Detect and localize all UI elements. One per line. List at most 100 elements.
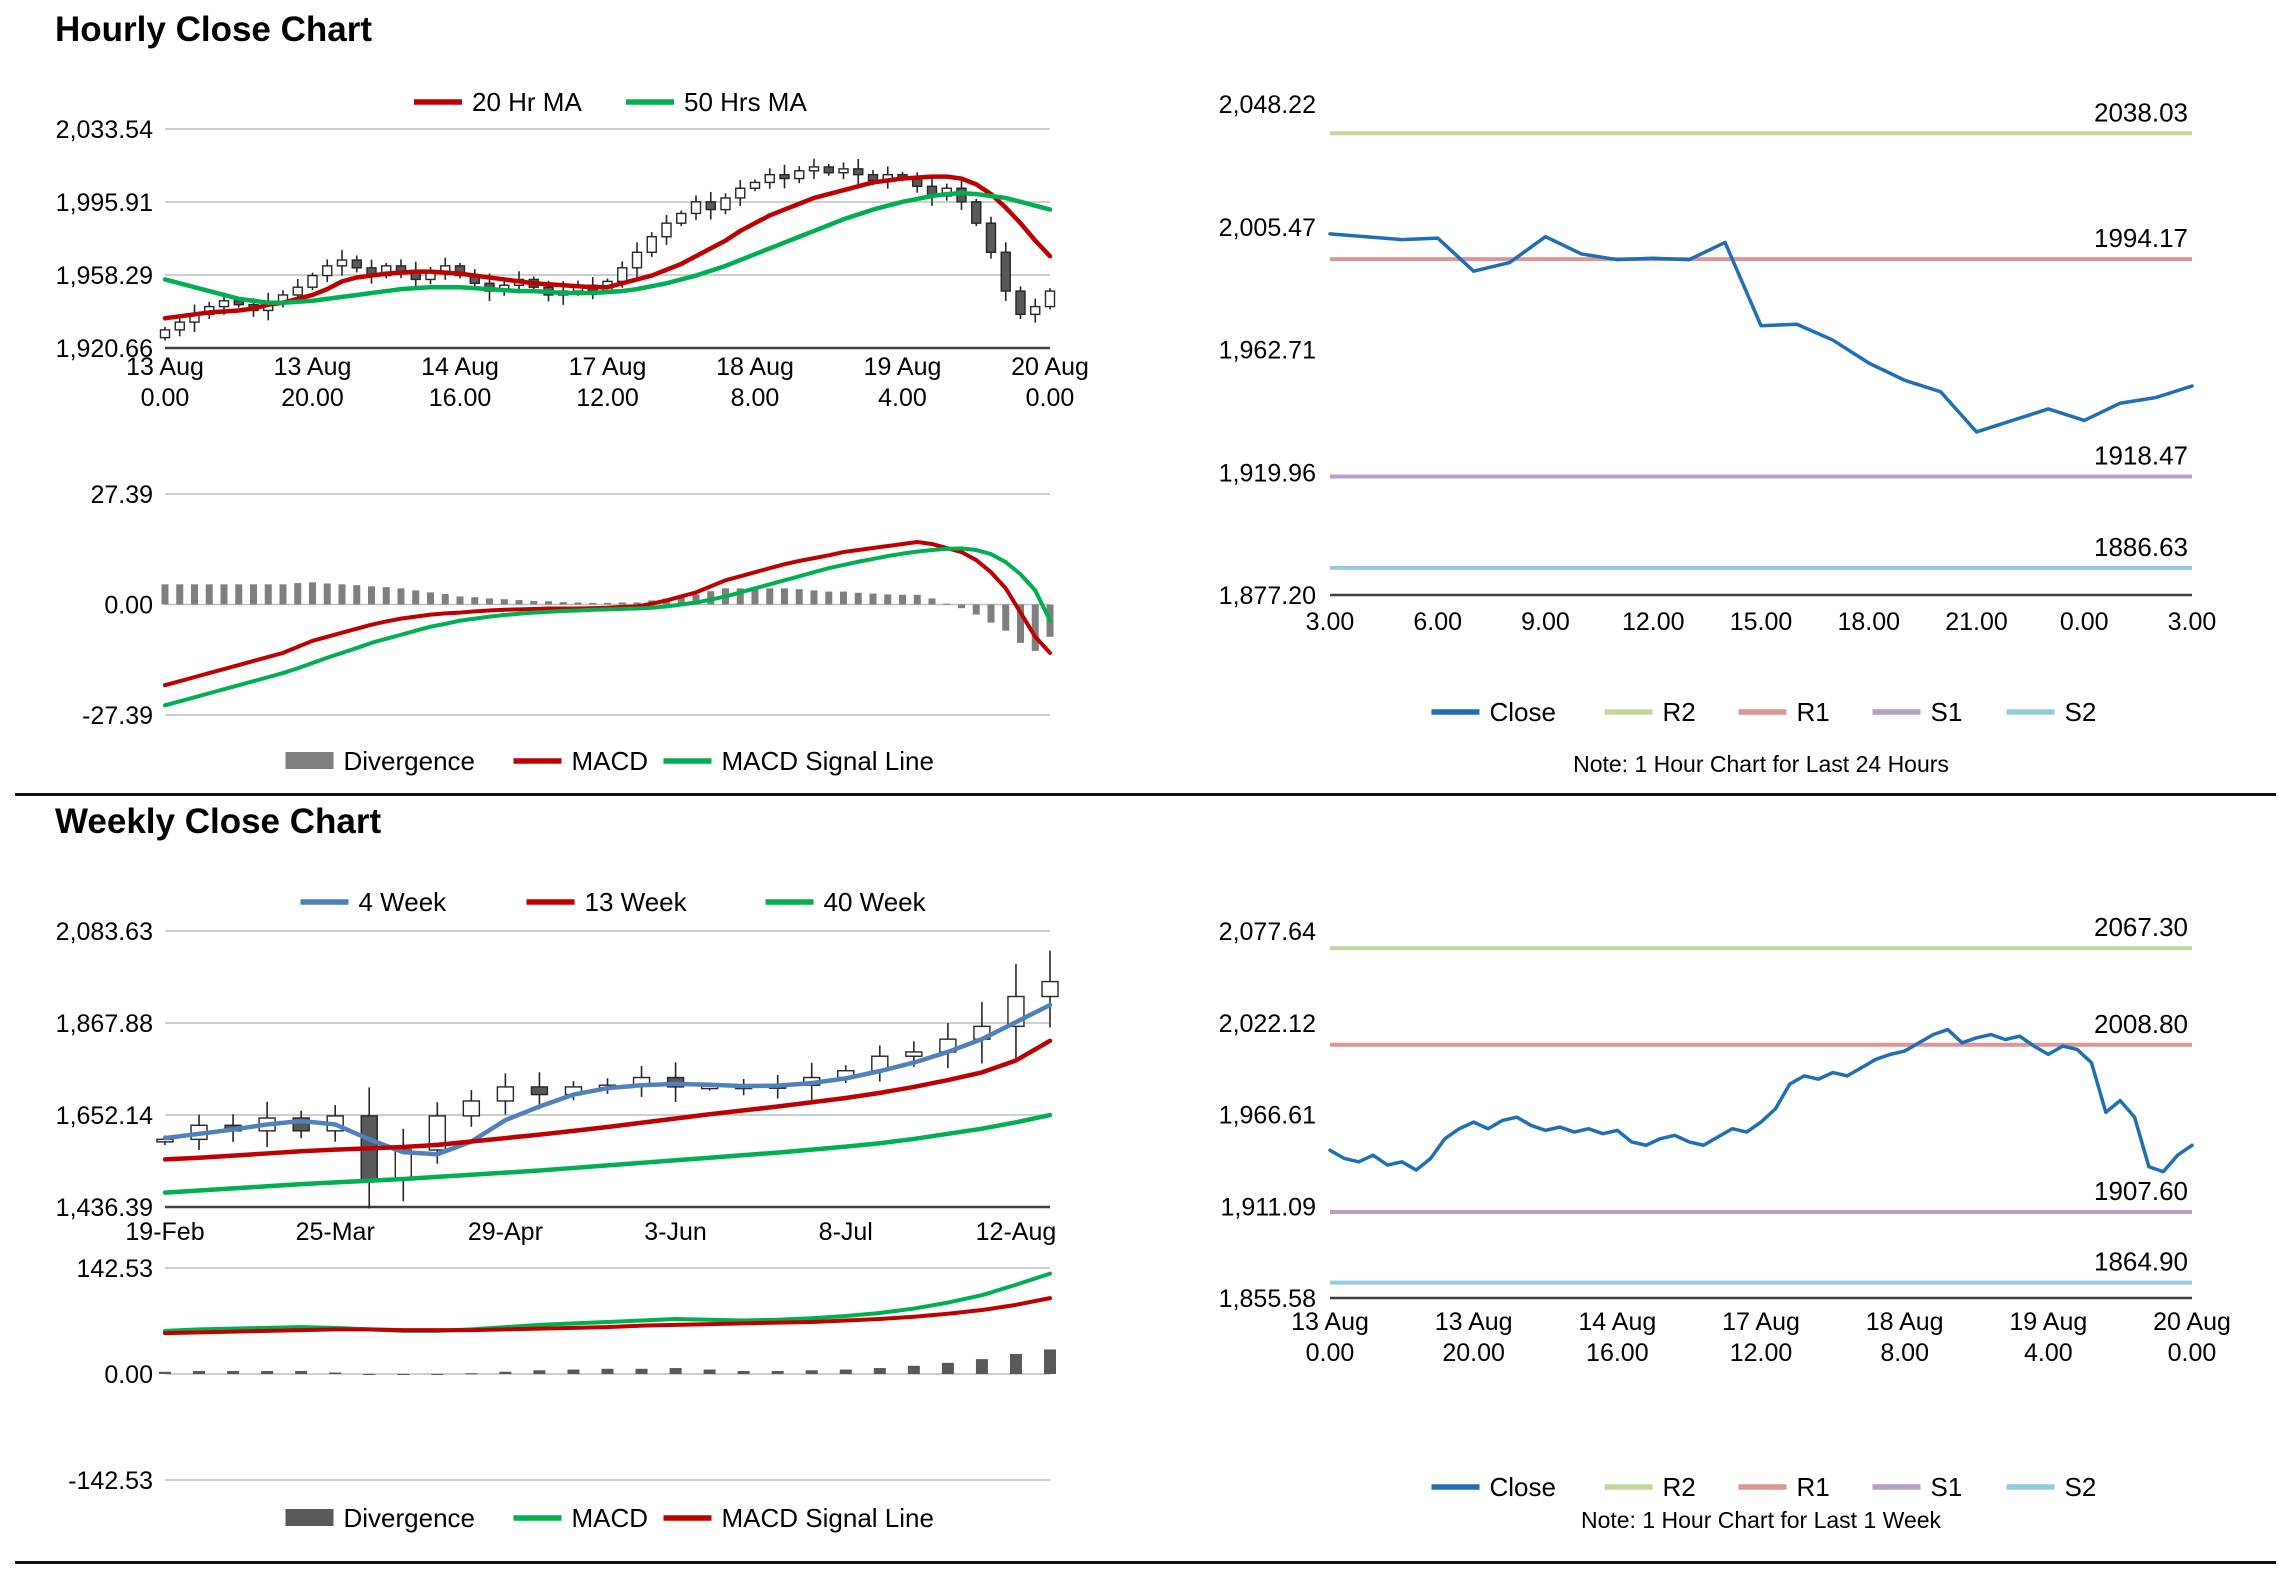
divergence-bar [559, 602, 567, 605]
pivot-level-label-s2: 1886.63 [2094, 532, 2188, 562]
legend-label: 4 Week [359, 887, 448, 917]
gridlines-and-y-axis: 142.53 0.00 -142.53 [68, 1255, 1050, 1495]
divergence-bar [471, 597, 479, 605]
legend-swatch [285, 752, 334, 769]
legend-item-r1: R1 [1738, 697, 1830, 727]
divergence-bar [264, 584, 272, 605]
divergence-bar [533, 1370, 546, 1374]
x-axis-tick-label: 3-Jun [644, 1218, 707, 1246]
candle-body [631, 251, 643, 269]
divergence-bar [737, 1371, 750, 1374]
legend-label: MACD [572, 746, 649, 776]
candle-body [292, 286, 303, 296]
divergence-bar [751, 588, 759, 605]
divergence-bar [329, 1372, 342, 1374]
divergence-bar [601, 1368, 614, 1374]
candle-body [428, 1115, 447, 1151]
x-axis-tick-label: 19-Feb [125, 1218, 204, 1246]
divergence-bar [382, 587, 390, 605]
y-axis-tick-label: 2,083.63 [56, 918, 153, 946]
divergence-bar [825, 591, 833, 605]
x-axis-tick-label: 21.00 [1945, 608, 2008, 636]
x-axis-tick-label: 18 Aug [1866, 1308, 1944, 1336]
divergence-bar [771, 1371, 784, 1374]
divergence-bar [193, 1371, 206, 1374]
y-axis-tick-label: 1,877.20 [1219, 582, 1316, 610]
legend-item-s2: S2 [2006, 697, 2097, 727]
x-axis-tick-label: 8.00 [1880, 1339, 1929, 1367]
divergence-bar [427, 592, 434, 605]
y-axis-tick-label: -27.39 [82, 702, 153, 730]
divergence-bar [220, 584, 228, 605]
pivot-level-label-r1: 1994.17 [2094, 223, 2188, 253]
series-line-4-week [162, 1002, 1053, 1157]
x-axis-tick-label: 4.00 [878, 384, 927, 412]
divergence-bar [338, 584, 346, 605]
divergence-bar [227, 1371, 240, 1374]
x-axis-tick-label: 13 Aug [1291, 1308, 1369, 1336]
x-axis-tick-label: 13 Aug [1435, 1308, 1513, 1336]
legend-label: S2 [2065, 697, 2097, 727]
x-axis-tick-label: 18 Aug [716, 353, 794, 381]
x-axis-tick-label: 6.00 [1413, 608, 1462, 636]
divergence-bar [692, 594, 700, 605]
candle-body [1000, 251, 1011, 292]
divergence-bar [987, 604, 995, 623]
divergence-bar [567, 1369, 580, 1374]
legend-label: S2 [2065, 1472, 2097, 1502]
divergence-bar [840, 591, 847, 605]
x-axis-tick-label: 0.00 [141, 384, 190, 412]
legend-item-divergence: Divergence [285, 746, 475, 776]
divergence-bar [397, 588, 405, 605]
legend-label: Close [1490, 1472, 1556, 1502]
divergence-bar [500, 599, 508, 605]
divergence-bar [309, 582, 316, 605]
legend-label: MACD Signal Line [722, 1503, 934, 1533]
divergence-bar [368, 586, 375, 605]
legend-label: Close [1490, 697, 1556, 727]
candle-body [971, 201, 982, 224]
legend-item-macd-signal-line: MACD Signal Line [663, 746, 934, 776]
x-axis-tick-label: 0.00 [2060, 608, 2109, 636]
legend-item-macd: MACD [513, 746, 649, 776]
series-line-40-week [162, 1112, 1053, 1195]
divergence-bar [736, 588, 744, 605]
chart-note: Note: 1 Hour Chart for Last 24 Hours [1573, 751, 1949, 777]
divergence-bar [795, 589, 803, 605]
x-axis-tick-label: 12.00 [576, 384, 639, 412]
candle-body [705, 201, 716, 211]
candle-body [159, 329, 171, 339]
legend-label: R2 [1663, 1472, 1696, 1502]
y-axis-tick-label: 1,436.39 [56, 1194, 153, 1222]
legend-item-s2: S2 [2006, 1472, 2097, 1502]
divergence-bar [873, 1368, 886, 1374]
divergence-bar [669, 1368, 682, 1374]
x-axis-labels: 3.00 6.00 9.00 12.00 15.00 18.00 21.00 0.00 3.00 [1306, 608, 2217, 636]
legend-label: 50 Hrs MA [684, 87, 807, 117]
y-axis-tick-label: 0.00 [104, 592, 153, 620]
pivot-level-label-s1: 1918.47 [2094, 441, 2188, 471]
divergence-bar [972, 604, 980, 615]
x-axis-tick-label: 19 Aug [2009, 1308, 2087, 1336]
divergence-bar [574, 602, 582, 605]
divergence-bar [766, 588, 774, 605]
candle-body [661, 222, 672, 238]
candle-body [853, 168, 864, 176]
legend-label: 20 Hr MA [472, 87, 582, 117]
divergence-bar [1002, 604, 1010, 631]
divergence-bar [869, 593, 877, 605]
divergence-bar [1017, 604, 1024, 643]
y-axis-tick-label: 1,855.58 [1219, 1285, 1316, 1313]
hourly-macd-chart: 27.39 0.00 -27.39 Divergence MACD MACD Signal… [82, 481, 1054, 776]
legend-item-macd: MACD [513, 1503, 648, 1533]
divergence-bar [486, 598, 493, 605]
x-axis-tick-label: 8-Jul [819, 1218, 873, 1246]
divergence-bar [854, 592, 862, 605]
candle-body [905, 1051, 923, 1057]
divergence-bar [161, 584, 169, 605]
candlesticks [159, 158, 1056, 341]
divergence-bar [907, 1365, 920, 1374]
candle-body [779, 173, 790, 180]
divergence-bar [633, 602, 641, 605]
